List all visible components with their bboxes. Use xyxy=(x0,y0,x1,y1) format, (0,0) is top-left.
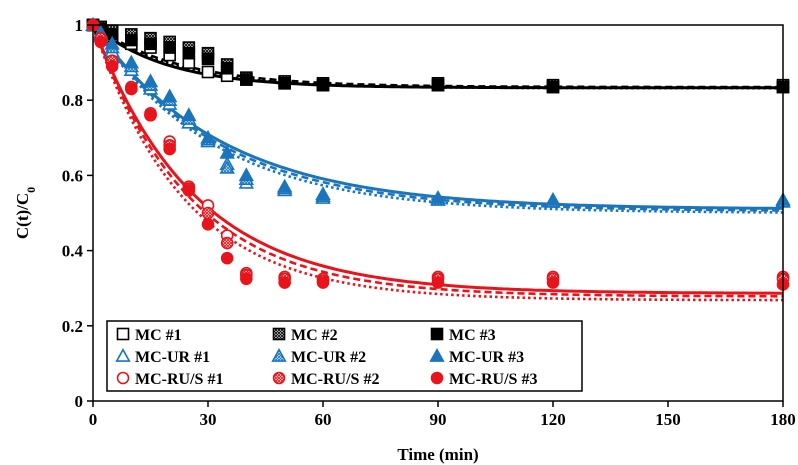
data-point xyxy=(182,46,196,60)
fit-curve xyxy=(91,24,783,302)
data-point xyxy=(315,186,331,201)
legend-label: MC-UR #2 xyxy=(291,349,366,366)
data-point xyxy=(163,41,176,54)
fit-curve xyxy=(91,24,783,298)
fit-curve xyxy=(91,24,783,212)
data-point xyxy=(125,82,138,96)
data-points xyxy=(85,17,791,291)
data-point xyxy=(144,37,157,51)
data-point xyxy=(161,88,178,103)
y-axis-title-subscript: 0 xyxy=(24,187,38,193)
data-point xyxy=(182,184,196,197)
data-point xyxy=(240,73,253,86)
data-point xyxy=(105,60,119,73)
data-point xyxy=(125,33,138,47)
legend-label: MC-RU/S #2 xyxy=(291,371,379,388)
legend-label: MC-RU/S #3 xyxy=(449,371,537,388)
data-point xyxy=(201,65,215,79)
data-point xyxy=(545,191,561,206)
data-point xyxy=(546,80,560,94)
x-tick-label: 120 xyxy=(540,410,566,429)
data-point xyxy=(276,178,293,193)
legend-label: MC #2 xyxy=(291,327,338,344)
x-tick-label: 150 xyxy=(655,410,681,429)
data-point xyxy=(431,276,445,289)
legend-marker xyxy=(430,327,444,341)
legend-marker xyxy=(272,371,286,385)
y-tick-label: 0 xyxy=(75,392,84,411)
legend-label: MC #1 xyxy=(135,327,182,344)
legend-marker xyxy=(271,348,287,362)
y-tick-label: 0.4 xyxy=(62,242,84,261)
data-point xyxy=(220,251,234,265)
y-axis-title: C(t)/C0 xyxy=(13,187,38,239)
y-tick-label: 0.2 xyxy=(62,317,83,336)
data-point xyxy=(104,35,120,50)
data-point xyxy=(201,217,215,231)
data-point xyxy=(219,144,235,159)
legend-label: MC-RU/S #1 xyxy=(135,371,223,388)
data-point xyxy=(144,108,157,122)
legend-marker xyxy=(116,371,130,385)
legend-marker xyxy=(429,348,445,362)
legend-marker xyxy=(430,371,444,385)
data-point xyxy=(240,272,253,286)
legend-label: MC #3 xyxy=(449,327,496,344)
data-point xyxy=(238,167,255,182)
x-tick-label: 90 xyxy=(430,410,447,429)
x-tick-label: 30 xyxy=(200,410,217,429)
data-point xyxy=(220,236,234,250)
fit-curve xyxy=(91,24,783,295)
data-point xyxy=(278,276,291,289)
x-tick-label: 0 xyxy=(89,410,98,429)
legend-label: MC-UR #3 xyxy=(449,349,524,366)
legend-marker xyxy=(116,327,130,341)
y-tick-label: 1 xyxy=(75,16,84,35)
data-point xyxy=(431,78,445,92)
data-point xyxy=(181,107,197,122)
axis-ticks: 0 30 60 90 120 150 180 0 0.2 0.4 0.6 0.8 1 xyxy=(62,16,796,429)
y-axis-title-main: C(t)/C xyxy=(13,193,32,239)
data-point xyxy=(219,159,235,174)
data-point xyxy=(200,129,216,144)
x-axis-title: Time (min) xyxy=(397,445,478,464)
data-point xyxy=(316,78,330,92)
data-point xyxy=(430,189,446,204)
data-point xyxy=(163,142,176,156)
x-tick-label: 60 xyxy=(315,410,332,429)
data-point xyxy=(316,276,330,289)
data-point xyxy=(142,73,159,88)
data-point xyxy=(220,61,234,75)
data-point xyxy=(201,52,215,66)
data-point xyxy=(201,206,215,220)
fit-curves xyxy=(91,23,783,302)
x-tick-label: 180 xyxy=(770,410,796,429)
data-point xyxy=(94,35,107,49)
y-tick-label: 0.6 xyxy=(62,166,83,185)
legend-label: MC-UR #1 xyxy=(135,349,210,366)
legend-marker xyxy=(115,348,131,362)
data-point xyxy=(123,54,140,69)
legend-marker xyxy=(272,327,286,341)
legend-box xyxy=(106,320,583,392)
fit-curve xyxy=(91,24,783,214)
series-points xyxy=(86,18,790,94)
data-point xyxy=(278,76,291,90)
legend: MC #1 MC #2 MC #3 MC-UR #1 MC-UR #2 MC-UR #3 M… xyxy=(106,320,583,392)
data-point xyxy=(546,276,560,289)
y-tick-label: 0.8 xyxy=(62,91,83,110)
fit-curve xyxy=(91,24,783,210)
